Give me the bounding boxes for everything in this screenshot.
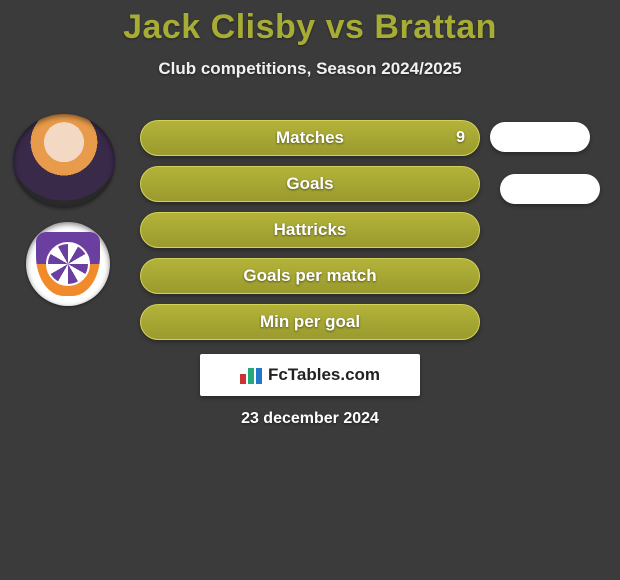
bars-icon bbox=[240, 366, 262, 384]
opponent-pill bbox=[490, 122, 590, 152]
stat-label: Hattricks bbox=[274, 220, 347, 240]
stat-bar-hattricks: Hattricks bbox=[140, 212, 480, 248]
stat-label: Min per goal bbox=[260, 312, 360, 332]
stat-bar-matches: Matches 9 bbox=[140, 120, 480, 156]
team-shield-icon bbox=[36, 232, 100, 296]
stat-bars: Matches 9 Goals Hattricks Goals per matc… bbox=[140, 120, 480, 350]
stat-label: Goals per match bbox=[243, 266, 376, 286]
stat-bar-goals: Goals bbox=[140, 166, 480, 202]
stat-label: Matches bbox=[276, 128, 344, 148]
banner-text: FcTables.com bbox=[268, 365, 380, 385]
stat-bar-goals-per-match: Goals per match bbox=[140, 258, 480, 294]
opponent-pill bbox=[500, 174, 600, 204]
stat-label: Goals bbox=[286, 174, 333, 194]
snapshot-date: 23 december 2024 bbox=[0, 410, 620, 428]
team-badge bbox=[26, 222, 110, 306]
opponent-pill-column bbox=[490, 122, 610, 226]
left-avatar-column bbox=[8, 108, 120, 312]
page-title: Jack Clisby vs Brattan bbox=[0, 0, 620, 47]
stat-value: 9 bbox=[456, 129, 465, 147]
source-banner[interactable]: FcTables.com bbox=[200, 354, 420, 396]
stat-bar-min-per-goal: Min per goal bbox=[140, 304, 480, 340]
player-avatar bbox=[13, 114, 115, 208]
subtitle: Club competitions, Season 2024/2025 bbox=[0, 59, 620, 79]
